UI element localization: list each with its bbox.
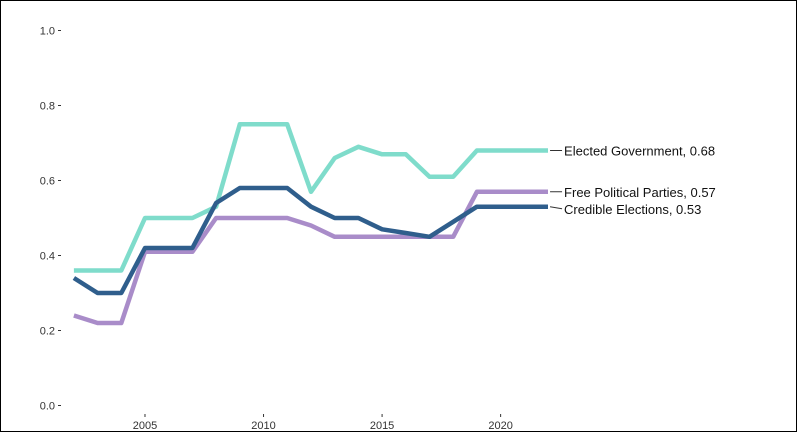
series-label-elections: Credible Elections, 0.53 [564,202,701,217]
x-tick-label: 2015 [370,420,394,432]
x-tick-label: 2010 [251,420,275,432]
series-label-parties: Free Political Parties, 0.57 [564,185,716,200]
series-line-elections [72,185,548,296]
series-line-parties [73,189,548,326]
y-tick-label: 0.4 [40,251,55,263]
x-tick-label: 2005 [133,420,157,432]
y-tick-label: 0.8 [40,101,55,113]
series-label-elected: Elected Government, 0.68 [564,144,715,159]
y-tick-label: 0.2 [40,326,55,338]
y-tick-label: 0.6 [40,176,55,188]
y-tick-label: 1.0 [40,26,55,38]
series-line-elected [73,122,548,273]
y-tick-label: 0.0 [40,401,55,413]
x-tick-label: 2020 [488,420,512,432]
series-leader-elections [549,206,563,210]
